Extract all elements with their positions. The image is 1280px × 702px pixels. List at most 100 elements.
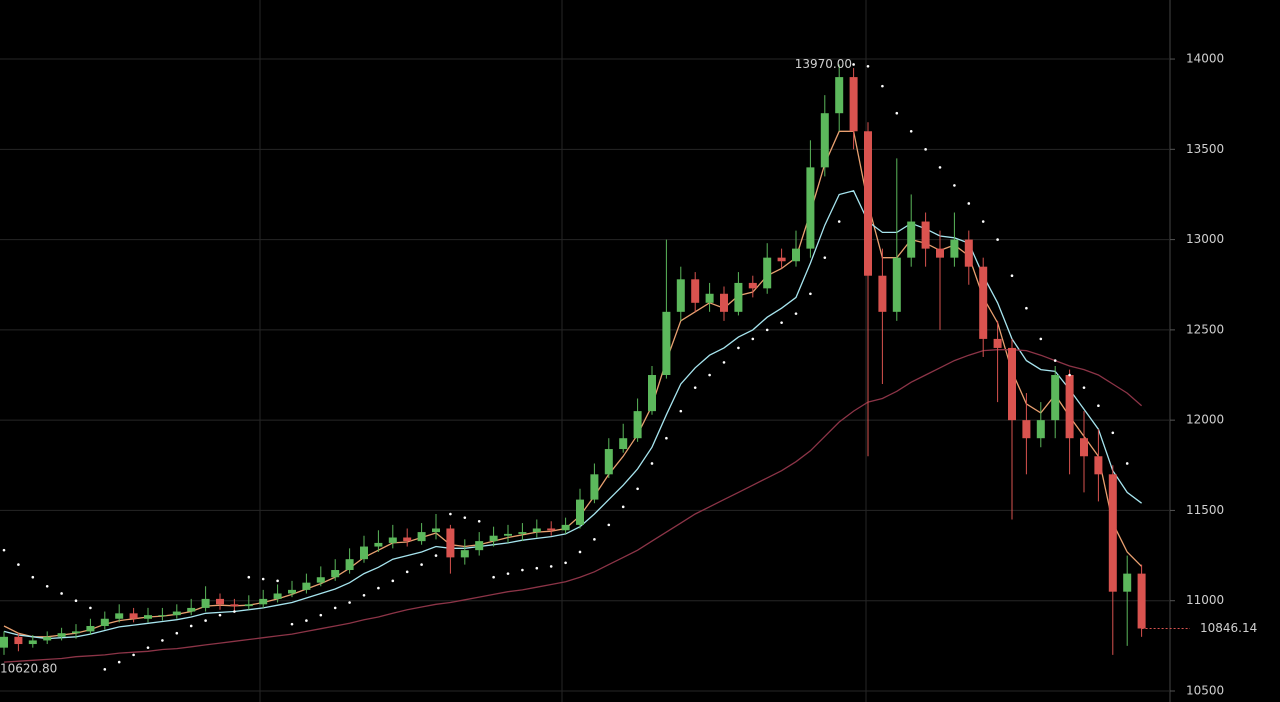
low-annotation: 10620.80 (0, 662, 57, 676)
sar-dot (31, 575, 35, 579)
candle-body (259, 598, 268, 605)
vertical-grid (259, 0, 867, 702)
candle-body (1108, 474, 1117, 592)
sar-dot (722, 361, 726, 364)
candle-body (820, 113, 829, 168)
candle-body (374, 542, 383, 547)
sar-dot (276, 579, 279, 583)
sar-dot (1010, 274, 1014, 278)
sar-dot (607, 523, 611, 527)
sar-dot (161, 639, 164, 642)
sar-dot (103, 668, 107, 671)
sar-dot (60, 592, 63, 595)
sar-dot (636, 487, 639, 491)
sar-dot (477, 519, 481, 523)
candle-body (216, 598, 224, 605)
candle-body (100, 618, 109, 626)
sar-dot (1025, 306, 1028, 310)
sar-dot (405, 570, 409, 574)
sar-dot (233, 610, 236, 613)
y-tick-label: 11500 (1186, 503, 1224, 517)
candle-body (734, 282, 743, 312)
y-tick-label: 12500 (1186, 322, 1224, 336)
indicator-line (3, 349, 1143, 663)
candle-body (201, 598, 210, 608)
candle-body (518, 532, 527, 534)
candle-body (792, 248, 800, 262)
candle-body (964, 239, 973, 267)
sar-dot (506, 572, 510, 575)
sar-dot (650, 462, 654, 465)
sar-dot (665, 436, 668, 440)
candle-body (763, 257, 772, 289)
candle-body (460, 550, 469, 558)
candle-body (561, 524, 570, 531)
sar-dot (809, 292, 812, 296)
high-annotation: 13970.00 (795, 57, 852, 71)
candle-body (446, 528, 455, 558)
candle-body (504, 533, 512, 536)
candle-body (72, 631, 80, 634)
candle-body (878, 275, 887, 312)
candle-body (633, 411, 642, 439)
candle-body (144, 615, 152, 619)
sar-dot (780, 321, 783, 324)
sar-dot (852, 63, 855, 66)
candle-body (590, 474, 599, 500)
sar-dot (362, 593, 366, 597)
sar-dot (449, 512, 452, 516)
candle-body (172, 611, 181, 616)
sar-dot (1082, 386, 1086, 389)
candle-body (43, 636, 52, 641)
indicator-line (3, 130, 1143, 638)
indicator-line (3, 190, 1142, 640)
sar-dot (89, 606, 92, 610)
sar-dot (146, 646, 150, 649)
sar-dot (377, 586, 380, 590)
sar-dot (391, 579, 395, 583)
sar-dot (679, 409, 683, 413)
candle-body (648, 375, 656, 412)
sar-dot (521, 568, 524, 572)
candle-body (1036, 420, 1045, 439)
candle-body (993, 338, 1002, 348)
candle-body (28, 640, 37, 645)
sar-dot (434, 554, 438, 557)
sar-dot (823, 256, 827, 259)
sar-dot (218, 613, 222, 617)
candle-body (475, 541, 484, 551)
sar-dot (909, 129, 913, 133)
candle-body (489, 535, 498, 542)
candle-body (230, 604, 239, 607)
sar-dot (319, 613, 323, 617)
sar-dot (189, 624, 193, 628)
candle-body (950, 239, 959, 258)
candle-body (748, 282, 757, 289)
candle-body (14, 636, 23, 645)
sar-dot (2, 548, 6, 552)
y-tick-label: 14000 (1186, 52, 1224, 66)
sar-dot (45, 584, 49, 588)
candle-body (417, 532, 426, 542)
sar-dot (290, 622, 294, 626)
y-tick-label: 12000 (1186, 413, 1224, 427)
sar-dot (967, 202, 971, 205)
sar-dot (938, 166, 942, 169)
candle-body (1051, 375, 1060, 421)
sar-dot (794, 312, 798, 315)
last-price-label: 10846.14 (1200, 621, 1257, 635)
candle-body (921, 221, 930, 249)
candle-body (979, 266, 988, 339)
y-tick-label: 13000 (1186, 232, 1224, 246)
sar-dot (1125, 462, 1129, 465)
sar-dot (17, 563, 20, 566)
sar-dot (693, 386, 697, 389)
sar-dot (708, 373, 711, 377)
candle-body (86, 625, 95, 632)
sar-dot (621, 505, 625, 509)
sar-dot (981, 220, 985, 223)
sar-dot (593, 538, 596, 541)
y-tick-label: 13500 (1186, 142, 1224, 156)
sar-dot (1097, 404, 1100, 408)
